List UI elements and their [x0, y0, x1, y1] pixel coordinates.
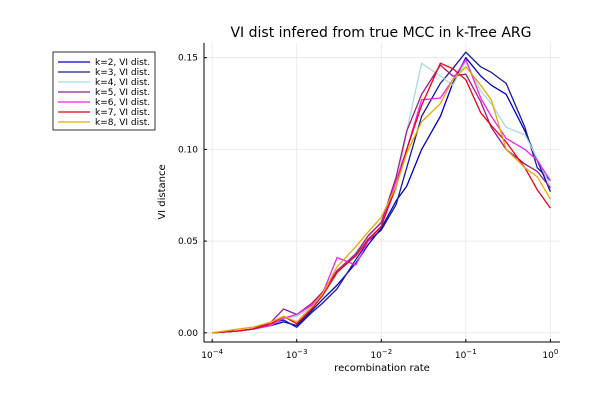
series-line-k2 [212, 57, 551, 334]
x-tick-label-exponent: −2 [382, 348, 392, 356]
x-tick-label: 10−3 [286, 348, 308, 361]
series-lines [212, 51, 551, 334]
legend-box [52, 51, 156, 131]
x-tick-label: 10−1 [455, 348, 477, 361]
x-tick-label-exponent: 0 [554, 348, 558, 356]
legend-label: k=8, VI dist. [95, 118, 150, 128]
legend-items: k=2, VI dist.k=3, VI dist.k=4, VI dist.k… [58, 58, 150, 128]
y-tick-label: 0.05 [178, 237, 198, 247]
x-tick-label-exponent: −3 [297, 348, 307, 356]
series-line-k6 [212, 58, 551, 334]
legend-label: k=4, VI dist. [95, 78, 150, 88]
x-tick-label-exponent: −1 [466, 348, 476, 356]
legend: k=2, VI dist.k=3, VI dist.k=4, VI dist.k… [52, 51, 156, 131]
x-tick-label-base: 10 [455, 351, 467, 361]
legend-label: k=3, VI dist. [95, 68, 150, 78]
x-tick-label-exponent: −4 [213, 348, 224, 356]
x-ticks: 10−4 10−3 10−2 10−1 100 [201, 339, 558, 361]
chart-title: VI dist infered from true MCC in k-Tree … [230, 25, 531, 41]
x-tick-label: 10−2 [370, 348, 392, 361]
x-tick-label-base: 10 [286, 351, 298, 361]
legend-label: k=6, VI dist. [95, 98, 150, 108]
y-tick-label: 0.00 [178, 329, 198, 339]
grid-lines [204, 43, 560, 342]
x-tick-label-base: 10 [370, 351, 382, 361]
y-tick-label: 0.10 [178, 145, 198, 155]
x-tick-label: 100 [542, 348, 558, 361]
legend-label: k=2, VI dist. [95, 58, 150, 68]
legend-label: k=5, VI dist. [95, 88, 150, 98]
series-line-k3 [212, 51, 551, 334]
x-tick-label: 10−4 [201, 348, 223, 361]
y-axis-label: VI distance [157, 164, 168, 219]
x-tick-label-base: 10 [542, 351, 554, 361]
y-ticks: 0.00 0.05 0.10 0.15 [178, 54, 207, 339]
legend-label: k=7, VI dist. [95, 108, 150, 118]
y-tick-label: 0.15 [178, 54, 198, 64]
x-tick-label-base: 10 [201, 351, 213, 361]
series-line-k5 [212, 64, 551, 334]
axes [203, 43, 560, 343]
x-axis-label: recombination rate [334, 363, 430, 374]
series-line-k8 [212, 66, 551, 334]
